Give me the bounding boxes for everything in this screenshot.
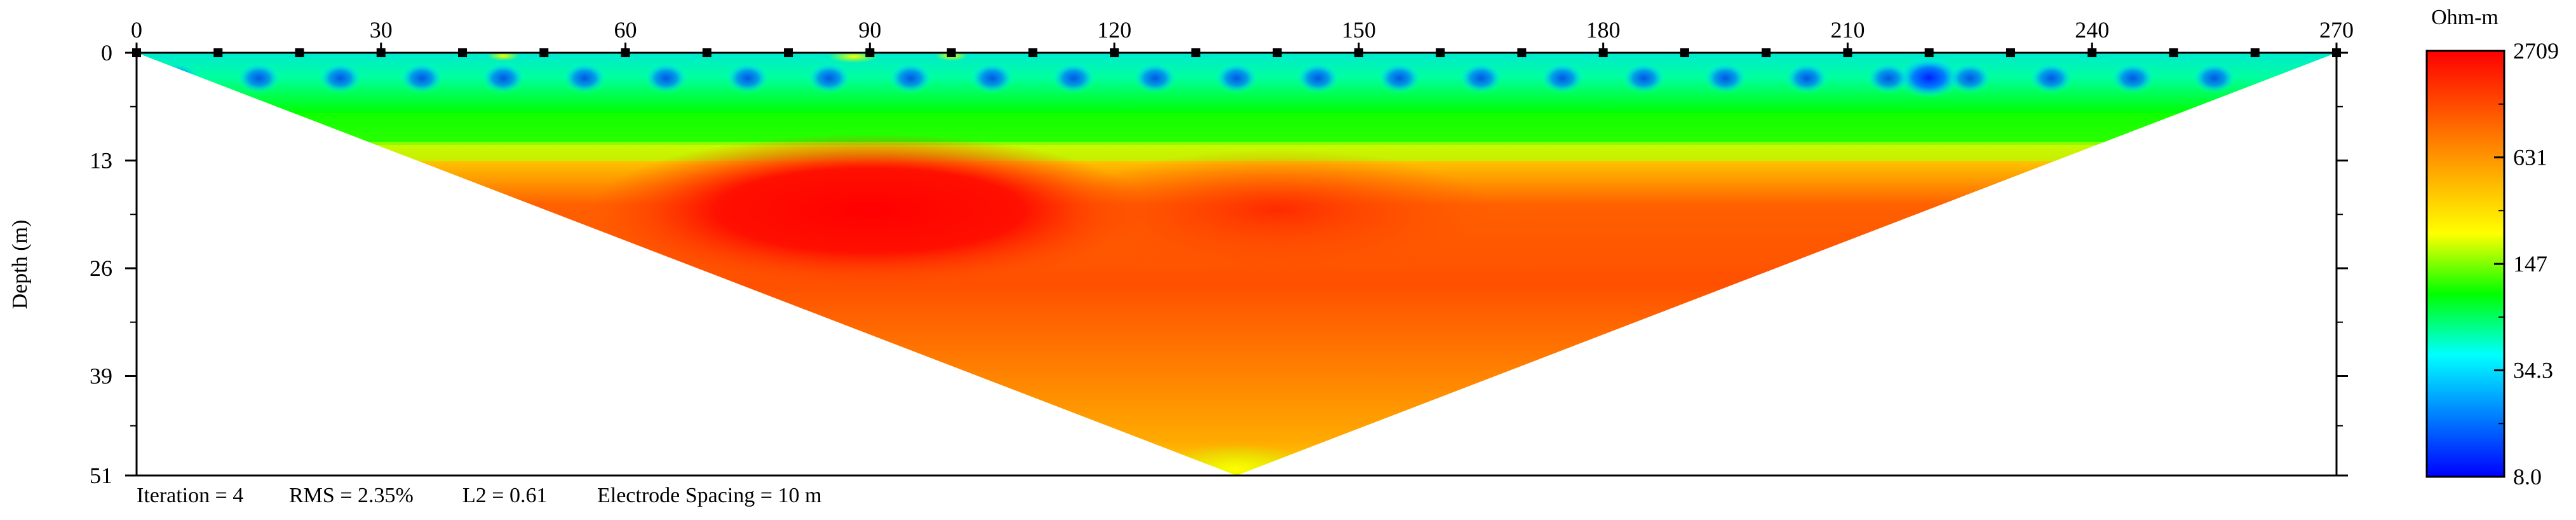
high-resistivity-anomaly — [590, 133, 1150, 287]
surface-low-spot — [318, 63, 362, 93]
iteration-text: Iteration = 4 — [137, 484, 243, 507]
surface-low-spot — [2192, 63, 2236, 93]
color-scale-bar: 2709 631 147 34.3 8.0 — [2425, 38, 2559, 489]
x-tick-label: 90 — [858, 17, 881, 43]
rms-text: RMS = 2.35% — [289, 484, 414, 507]
electrode-marker — [132, 48, 141, 57]
electrode-marker — [295, 48, 304, 57]
electrode-markers — [132, 48, 2341, 57]
electrode-marker — [1517, 48, 1527, 57]
y-tick-label: 39 — [90, 364, 112, 389]
low-resistivity-anomaly — [1897, 57, 1961, 99]
y-axis-label: Depth (m) — [8, 220, 32, 310]
surface-low-spot — [1215, 63, 1258, 93]
plot-axes — [135, 51, 2338, 477]
surface-low-spot — [1622, 63, 1666, 93]
electrode-marker — [1110, 48, 1119, 57]
footer-stats: Iteration = 4 RMS = 2.35% L2 = 0.61 Elec… — [137, 484, 821, 507]
y-tick-label: 51 — [90, 463, 112, 488]
y-tick-label: 26 — [90, 256, 112, 281]
x-tick-label: 120 — [1097, 17, 1131, 43]
electrode-marker — [376, 48, 386, 57]
spacing-text: Electrode Spacing = 10 m — [597, 484, 821, 507]
surface-low-spot — [1785, 63, 1829, 93]
electrode-marker — [1028, 48, 1037, 57]
surface-low-spot — [563, 63, 607, 93]
colorbar-tick-label: 631 — [2513, 145, 2547, 170]
surface-low-spot — [1541, 63, 1584, 93]
electrode-marker — [1436, 48, 1445, 57]
surface-low-spot — [889, 63, 933, 93]
x-tick-label: 180 — [1586, 17, 1621, 43]
electrode-marker — [213, 48, 223, 57]
surface-low-spot — [1948, 63, 1992, 93]
electrode-marker — [2169, 48, 2178, 57]
surface-low-spot — [644, 63, 688, 93]
electrode-marker — [1924, 48, 1934, 57]
surface-low-spot — [1459, 63, 1503, 93]
electrode-marker — [784, 48, 793, 57]
surface-low-spot — [2111, 63, 2155, 93]
surface-low-spot — [1133, 63, 1177, 93]
l2-text: L2 = 0.61 — [462, 484, 547, 507]
y-axis-ticks: 0 13 26 39 51 — [90, 40, 2348, 488]
y-tick-label: 0 — [101, 40, 112, 65]
surface-low-spot — [237, 63, 281, 93]
electrode-marker — [1598, 48, 1608, 57]
electrode-marker — [621, 48, 630, 57]
green-transition-band — [137, 113, 2337, 145]
x-tick-label: 60 — [614, 17, 637, 43]
y-tick-label: 13 — [90, 148, 112, 174]
surface-low-spot — [807, 63, 851, 93]
electrode-marker — [2006, 48, 2015, 57]
electrode-marker — [1843, 48, 1852, 57]
surface-low-spot — [482, 63, 525, 93]
colorbar-tick-label: 2709 — [2513, 38, 2559, 64]
colorbar-gradient — [2425, 50, 2505, 478]
electrode-marker — [1762, 48, 1771, 57]
surface-low-spot — [156, 63, 199, 93]
apex-tint — [1160, 444, 1313, 476]
surface-low-spot — [725, 63, 769, 93]
surface-low-spot — [400, 63, 443, 93]
electrode-marker — [539, 48, 549, 57]
surface-low-spot — [1866, 63, 1910, 93]
colorbar-tick-label: 147 — [2513, 251, 2547, 277]
electrode-marker — [1191, 48, 1201, 57]
colorbar-unit-label: Ohm-m — [2431, 6, 2498, 29]
resistivity-section — [137, 53, 2337, 476]
electrode-marker — [947, 48, 956, 57]
high-resistivity-anomaly — [1061, 149, 1494, 271]
x-tick-label: 0 — [131, 17, 142, 43]
x-tick-label: 30 — [370, 17, 393, 43]
surface-low-spot — [1051, 63, 1095, 93]
surface-low-spot — [1704, 63, 1748, 93]
x-tick-label: 240 — [2075, 17, 2109, 43]
x-tick-label: 210 — [1830, 17, 1865, 43]
x-tick-label: 270 — [2319, 17, 2354, 43]
surface-low-spot — [2030, 63, 2074, 93]
electrode-marker — [865, 48, 875, 57]
x-axis-ticks: 0 30 60 90 120 150 180 210 240 270 — [131, 17, 2354, 53]
electrode-marker — [2087, 48, 2097, 57]
electrode-marker — [458, 48, 468, 57]
electrode-marker — [1354, 48, 1363, 57]
surface-low-spot — [1296, 63, 1340, 93]
x-tick-label: 150 — [1342, 17, 1376, 43]
electrode-marker — [1272, 48, 1282, 57]
surface-low-spot — [1378, 63, 1422, 93]
colorbar-tick-label: 8.0 — [2513, 464, 2542, 489]
electrode-marker — [1680, 48, 1689, 57]
electrode-marker — [2250, 48, 2260, 57]
electrode-marker — [702, 48, 711, 57]
electrode-marker — [2332, 48, 2341, 57]
surface-low-spot — [970, 63, 1014, 93]
colorbar-tick-label: 34.3 — [2513, 358, 2553, 383]
